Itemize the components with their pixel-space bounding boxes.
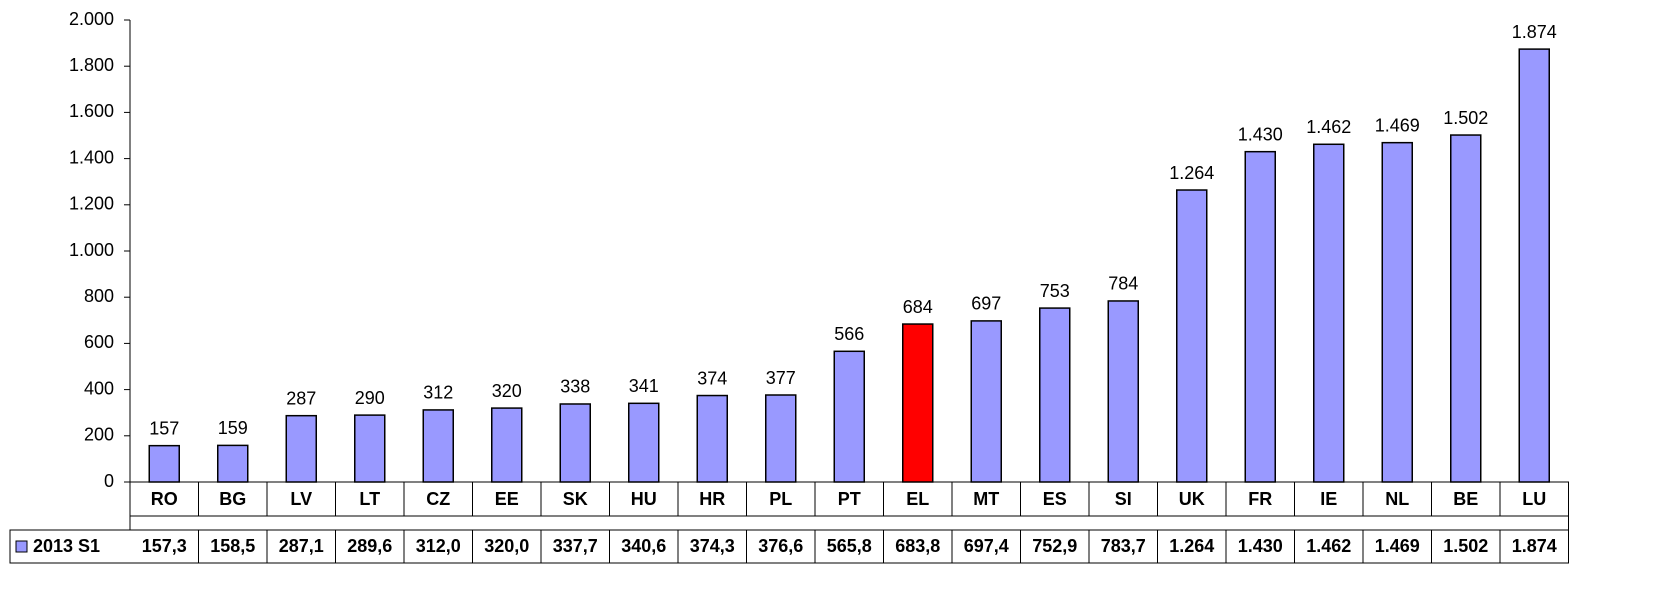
bar (1313, 143, 1345, 483)
bar (491, 407, 523, 483)
table-value: 374,3 (690, 536, 735, 556)
value-label: 566 (834, 324, 864, 344)
value-label: 1.874 (1512, 22, 1557, 42)
y-tick-label: 1.200 (69, 194, 114, 214)
bar (1176, 189, 1208, 483)
table-value: 287,1 (279, 536, 324, 556)
x-tick-label: EL (906, 489, 929, 509)
table-value: 1.430 (1238, 536, 1283, 556)
table-value: 320,0 (484, 536, 529, 556)
bar (1039, 307, 1071, 483)
table-value: 340,6 (621, 536, 666, 556)
table-value: 565,8 (827, 536, 872, 556)
value-label: 338 (560, 377, 590, 397)
x-tick-label: PT (838, 489, 861, 509)
x-tick-label: CZ (426, 489, 450, 509)
value-label: 1.469 (1375, 115, 1420, 135)
value-label: 784 (1108, 274, 1138, 294)
y-tick-label: 1.400 (69, 147, 114, 167)
value-label: 312 (423, 383, 453, 403)
x-tick-label: UK (1179, 489, 1205, 509)
value-label: 1.462 (1306, 117, 1351, 137)
value-label: 753 (1040, 281, 1070, 301)
bar (628, 402, 660, 483)
value-label: 1.264 (1169, 163, 1214, 183)
y-tick-label: 1.800 (69, 55, 114, 75)
value-label: 1.430 (1238, 124, 1283, 144)
value-label: 320 (492, 381, 522, 401)
bar (833, 350, 865, 483)
bar (970, 320, 1002, 483)
bar (217, 444, 249, 483)
x-tick-label: RO (151, 489, 178, 509)
legend-swatch (15, 540, 28, 553)
table-value: 157,3 (142, 536, 187, 556)
x-tick-label: ES (1043, 489, 1067, 509)
table-value: 683,8 (895, 536, 940, 556)
bar (559, 403, 591, 483)
value-label: 287 (286, 388, 316, 408)
bar (1518, 48, 1550, 483)
bar (1244, 150, 1276, 483)
x-tick-label: LU (1522, 489, 1546, 509)
y-tick-label: 400 (84, 378, 114, 398)
table-value: 1.469 (1375, 536, 1420, 556)
value-label: 159 (218, 418, 248, 438)
table-value: 1.264 (1169, 536, 1214, 556)
bar (285, 414, 317, 483)
bar (902, 323, 934, 483)
x-tick-label: SI (1115, 489, 1132, 509)
table-value: 752,9 (1032, 536, 1077, 556)
bar (422, 409, 454, 483)
x-tick-label: LT (359, 489, 380, 509)
y-tick-label: 200 (84, 425, 114, 445)
value-label: 290 (355, 388, 385, 408)
y-tick-label: 800 (84, 286, 114, 306)
bar (696, 394, 728, 483)
x-tick-label: BG (219, 489, 246, 509)
table-value: 1.502 (1443, 536, 1488, 556)
y-tick-label: 2.000 (69, 9, 114, 29)
bar (1107, 300, 1139, 483)
table-value: 289,6 (347, 536, 392, 556)
y-tick-label: 1.600 (69, 101, 114, 121)
table-value: 1.874 (1512, 536, 1557, 556)
y-tick-label: 1.000 (69, 240, 114, 260)
table-value: 158,5 (210, 536, 255, 556)
value-label: 377 (766, 368, 796, 388)
x-tick-label: PL (769, 489, 792, 509)
legend-label: 2013 S1 (33, 536, 100, 556)
x-tick-label: IE (1320, 489, 1337, 509)
value-label: 1.502 (1443, 108, 1488, 128)
data-row (9, 529, 1569, 564)
x-tick-label: FR (1248, 489, 1272, 509)
table-value: 783,7 (1101, 536, 1146, 556)
x-tick-label: HU (631, 489, 657, 509)
bar (1381, 141, 1413, 483)
bar (148, 444, 180, 483)
table-value: 1.462 (1306, 536, 1351, 556)
table-value: 376,6 (758, 536, 803, 556)
x-tick-label: EE (495, 489, 519, 509)
value-label: 341 (629, 376, 659, 396)
table-value: 697,4 (964, 536, 1009, 556)
bar (354, 414, 386, 483)
bar (1450, 134, 1482, 483)
x-tick-label: SK (563, 489, 588, 509)
value-label: 697 (971, 294, 1001, 314)
x-tick-label: LV (290, 489, 312, 509)
bar (765, 394, 797, 483)
table-value: 337,7 (553, 536, 598, 556)
value-label: 157 (149, 418, 179, 438)
x-tick-label: HR (699, 489, 725, 509)
y-tick-label: 0 (104, 471, 114, 491)
table-value: 312,0 (416, 536, 461, 556)
value-label: 374 (697, 368, 727, 388)
y-tick-label: 600 (84, 332, 114, 352)
x-tick-label: MT (973, 489, 999, 509)
value-label: 684 (903, 297, 933, 317)
x-tick-label: NL (1385, 489, 1409, 509)
x-tick-label: BE (1453, 489, 1478, 509)
